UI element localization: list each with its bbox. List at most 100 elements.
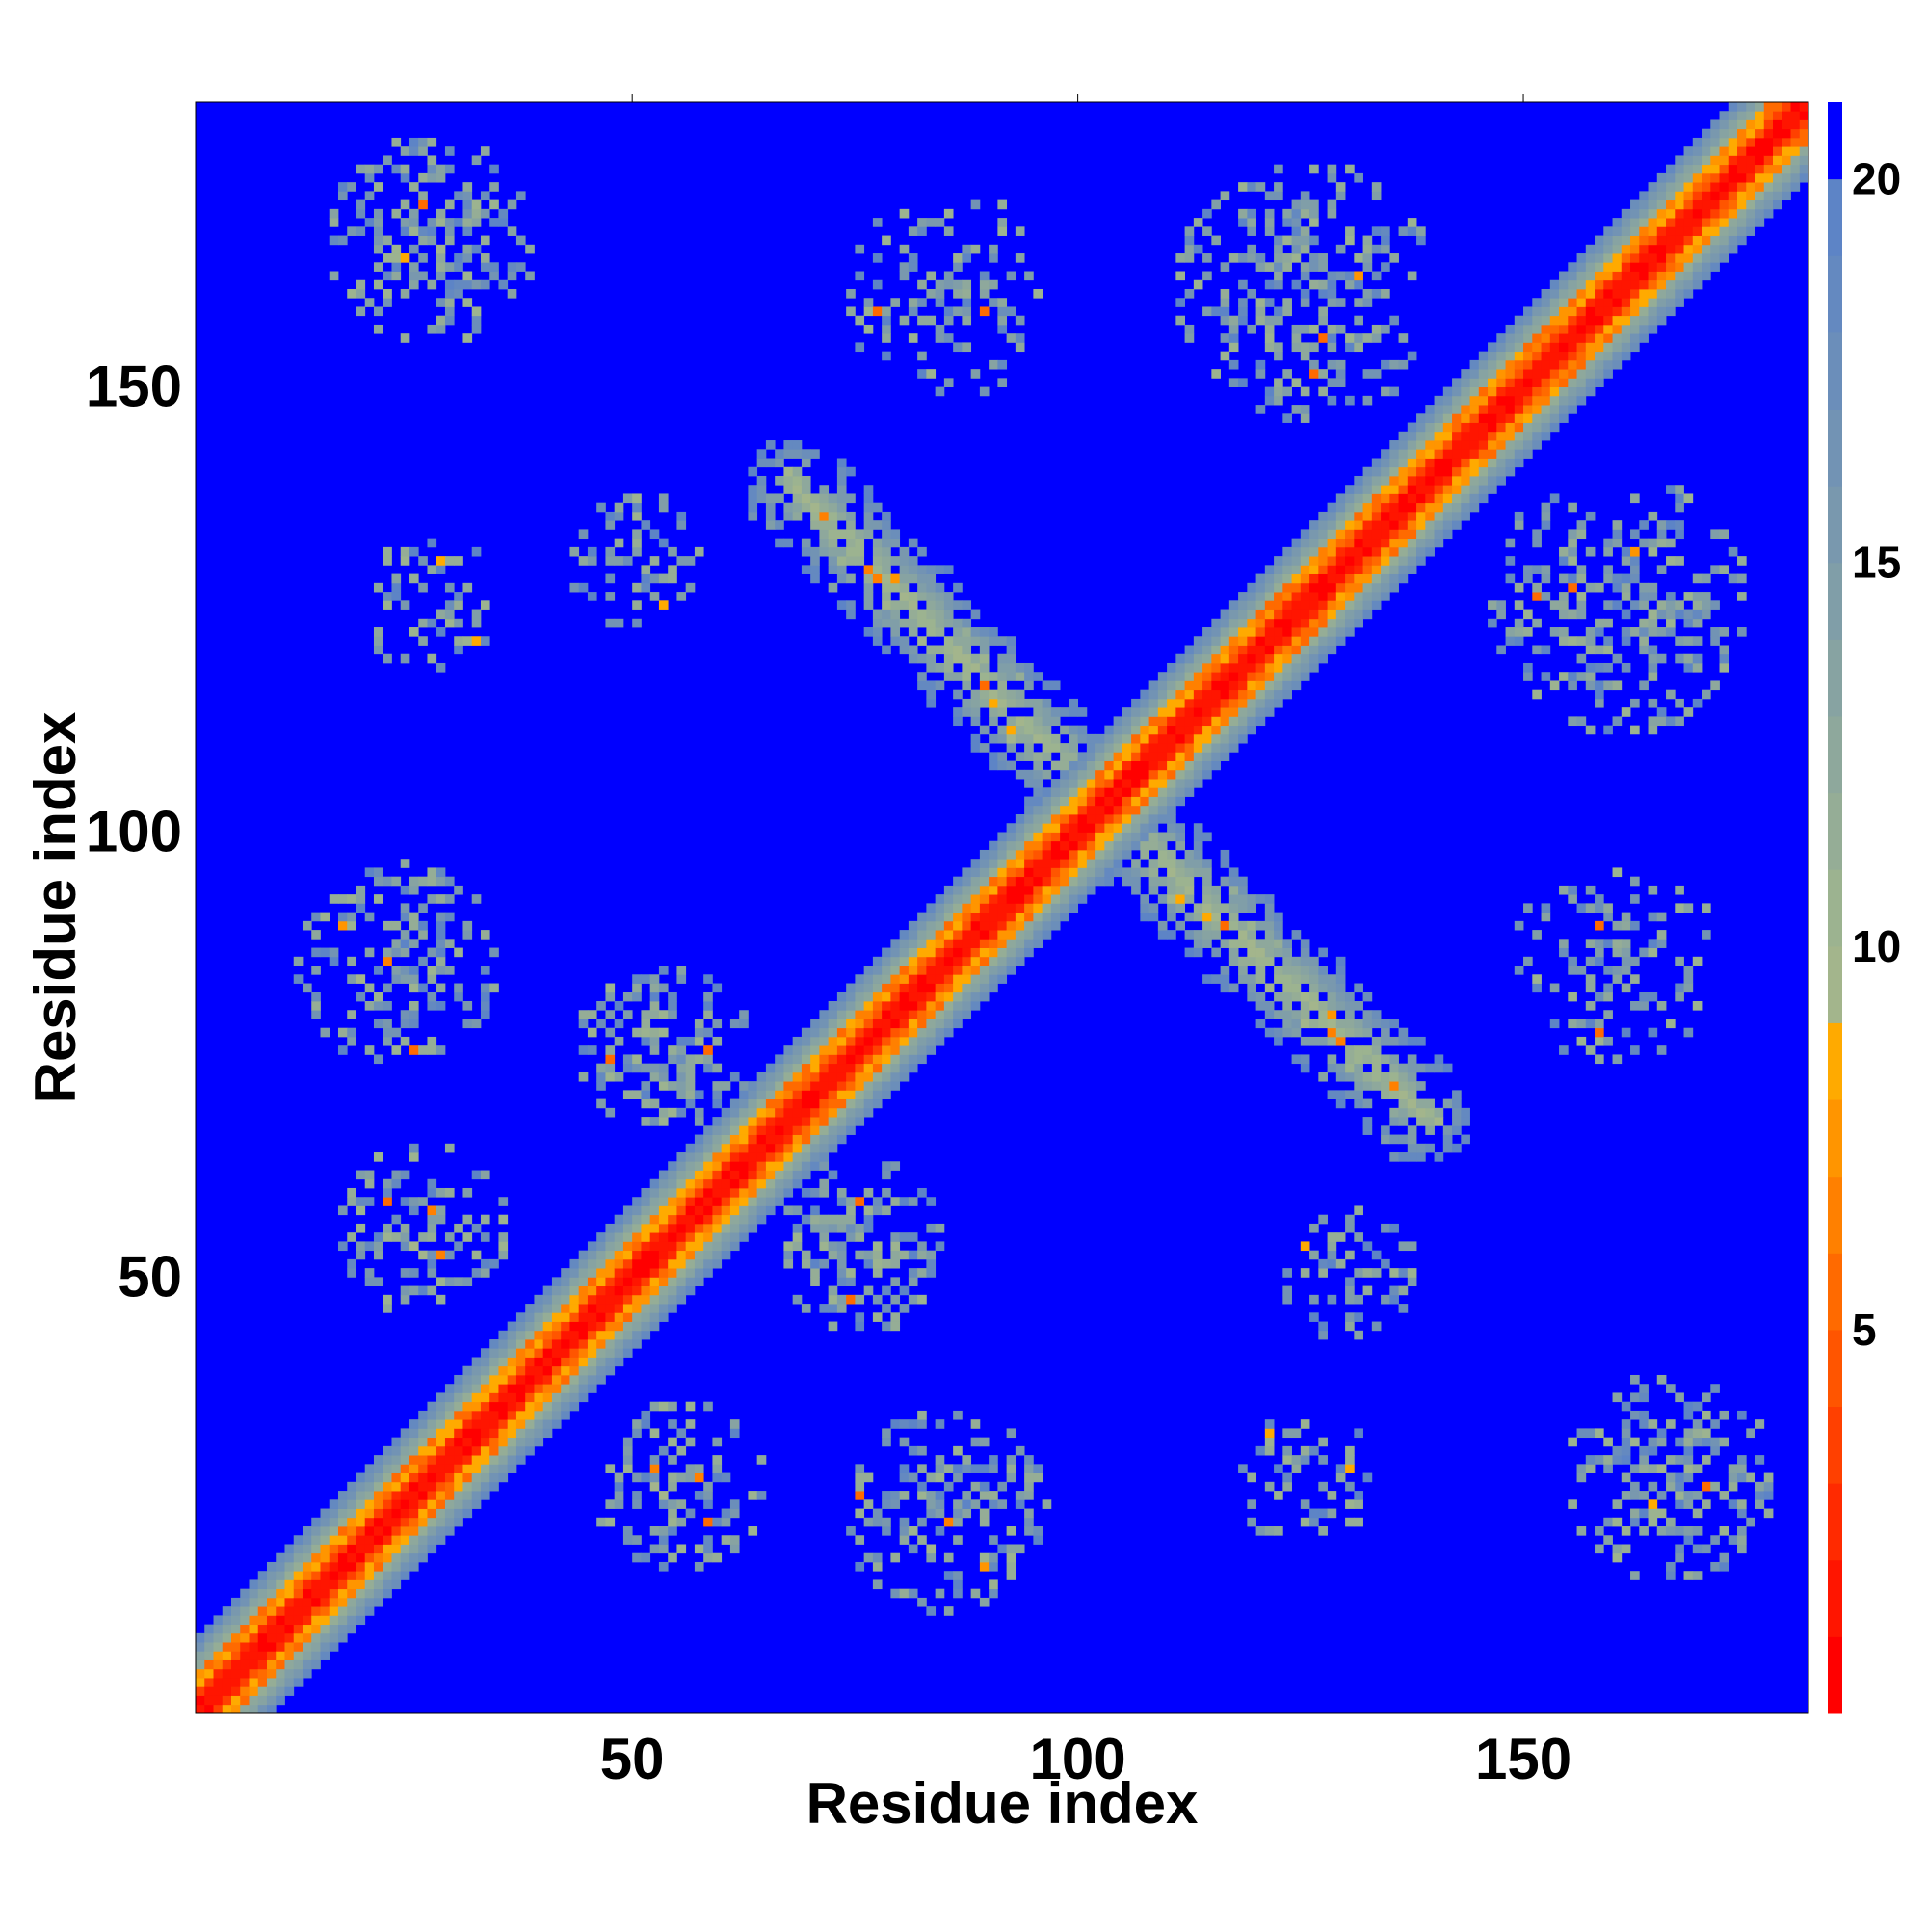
heatmap-cell <box>462 1410 473 1420</box>
heatmap-cell <box>1576 395 1587 406</box>
heatmap-cell <box>1282 262 1292 272</box>
heatmap-cell <box>1193 779 1203 788</box>
heatmap-cell <box>444 1410 455 1420</box>
heatmap-cell <box>917 920 927 931</box>
heatmap-cell <box>1300 609 1310 620</box>
heatmap-cell <box>899 582 910 593</box>
heatmap-cell <box>997 920 1008 931</box>
heatmap-cell <box>1345 1277 1355 1286</box>
heatmap-cell <box>1603 725 1613 735</box>
heatmap-cell <box>1131 832 1141 842</box>
heatmap-cell <box>471 1445 482 1456</box>
heatmap-cell <box>436 1472 446 1483</box>
heatmap-cell <box>230 1695 241 1706</box>
heatmap-cell <box>962 600 972 610</box>
heatmap-cell <box>997 867 1008 878</box>
heatmap-cell <box>641 1277 651 1286</box>
heatmap-cell <box>1228 894 1239 904</box>
heatmap-cell <box>1532 529 1542 540</box>
heatmap-cell <box>409 1019 419 1029</box>
heatmap-cell <box>1069 885 1079 895</box>
heatmap-cell <box>400 600 410 610</box>
heatmap-cell <box>1576 306 1587 317</box>
heatmap-cell <box>1327 556 1337 566</box>
heatmap-cell <box>1050 894 1061 904</box>
heatmap-cell <box>1069 787 1079 797</box>
heatmap-cell <box>890 1419 901 1429</box>
heatmap-cell <box>373 218 383 227</box>
heatmap-cell <box>409 182 419 192</box>
heatmap-cell <box>1060 859 1069 868</box>
heatmap-cell <box>1291 342 1302 353</box>
heatmap-cell <box>765 1170 776 1180</box>
heatmap-cell <box>1559 359 1569 370</box>
heatmap-cell <box>1398 1063 1409 1073</box>
heatmap-cell <box>569 1294 580 1305</box>
heatmap-cell <box>1398 511 1409 521</box>
heatmap-cell <box>739 1134 749 1145</box>
heatmap-cell <box>649 1232 660 1242</box>
heatmap-cell <box>1274 1027 1283 1038</box>
heatmap-cell <box>1300 208 1310 219</box>
heatmap-cell <box>418 1410 428 1420</box>
heatmap-cell <box>1184 653 1195 664</box>
heatmap-cell <box>1371 1010 1382 1019</box>
heatmap-cell <box>926 592 937 601</box>
heatmap-cell <box>605 1499 616 1509</box>
heatmap-cell <box>1264 636 1275 646</box>
heatmap-cell <box>1122 752 1132 761</box>
heatmap-cell <box>436 253 446 263</box>
heatmap-cell <box>1175 698 1185 708</box>
heatmap-cell <box>1452 395 1462 406</box>
heatmap-cell <box>1095 805 1105 815</box>
heatmap-cell <box>810 1125 820 1135</box>
heatmap-cell <box>1060 903 1069 913</box>
heatmap-cell <box>917 582 927 593</box>
heatmap-cell <box>1585 885 1596 895</box>
heatmap-cell <box>1603 288 1613 299</box>
heatmap-cell <box>266 1597 277 1607</box>
heatmap-cell <box>1238 939 1248 948</box>
heatmap-cell <box>1264 1010 1275 1019</box>
heatmap-cell <box>1318 288 1328 299</box>
heatmap-cell <box>863 511 874 521</box>
heatmap-cell <box>953 1000 963 1011</box>
heatmap-cell <box>1282 565 1292 574</box>
heatmap-cell <box>1291 538 1302 548</box>
heatmap-cell <box>775 1054 784 1065</box>
heatmap-cell <box>462 208 473 219</box>
heatmap-cell <box>1238 279 1248 290</box>
heatmap-cell <box>204 1704 214 1714</box>
heatmap-cell <box>1300 235 1310 246</box>
heatmap-cell <box>1612 1552 1623 1563</box>
heatmap-cell <box>1220 716 1230 727</box>
heatmap-cell <box>855 1036 865 1046</box>
heatmap-cell <box>329 1526 339 1536</box>
heatmap-cell <box>1354 315 1363 326</box>
heatmap-cell <box>748 1197 758 1206</box>
heatmap-cell <box>1442 422 1453 433</box>
heatmap-cell <box>783 1090 794 1100</box>
heatmap-cell <box>1024 743 1034 753</box>
heatmap-cell <box>1416 1107 1426 1118</box>
heatmap-cell <box>1541 378 1551 387</box>
heatmap-cell <box>587 1027 597 1038</box>
heatmap-cell <box>578 1285 589 1296</box>
heatmap-cell <box>828 546 838 557</box>
heatmap-cell <box>676 1170 687 1180</box>
heatmap-cell <box>1407 520 1417 530</box>
heatmap-cell <box>658 1107 669 1118</box>
heatmap-cell <box>418 1517 428 1527</box>
heatmap-cell <box>409 1561 419 1572</box>
heatmap-cell <box>1015 689 1025 700</box>
heatmap-cell <box>819 485 830 494</box>
heatmap-cell <box>739 1098 749 1109</box>
heatmap-cell <box>1113 733 1123 744</box>
heatmap-cell <box>1060 769 1069 780</box>
heatmap-cell <box>364 867 375 878</box>
heatmap-cell <box>970 912 981 922</box>
heatmap-cell <box>444 262 455 272</box>
heatmap-cell <box>1255 582 1266 593</box>
heatmap-cell <box>578 556 589 566</box>
heatmap-cell <box>534 1294 544 1305</box>
